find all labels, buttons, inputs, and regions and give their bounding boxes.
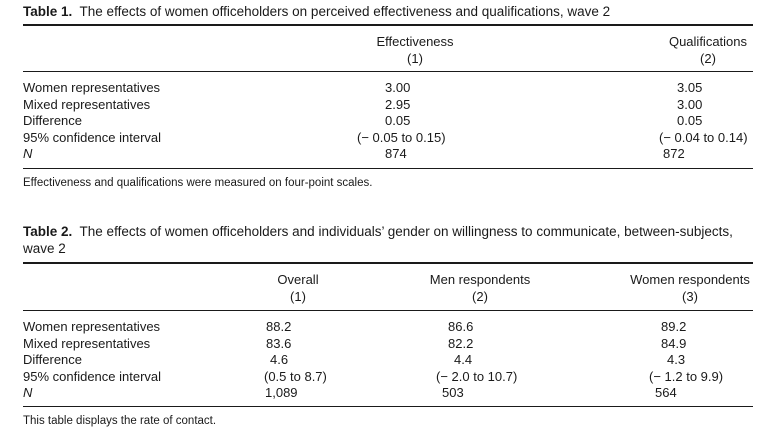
table-cell: 3.00	[385, 80, 411, 95]
table2-col-overall-values: 88.2 83.6 4.6 (0.5 to 8.7) 1,089	[264, 319, 327, 402]
table-cell: 2.95	[385, 96, 411, 112]
table-cell: (− 1.2 to 9.9)	[649, 368, 724, 384]
table-row-label: Difference	[23, 352, 83, 367]
table1-col-qualifications-values: 3.05 3.00 0.05 (− 0.04 to 0.14) 872	[659, 80, 748, 163]
table-row-label: Mixed representatives	[23, 335, 151, 351]
table1-row-labels: Women representatives Mixed representati…	[23, 80, 161, 163]
table-cell: (− 0.05 to 0.15)	[357, 129, 446, 145]
table1-col-num: (1)	[407, 50, 423, 66]
table-cell: 4.4	[454, 352, 473, 367]
table-cell: 503	[442, 385, 464, 400]
table-cell: 0.05	[677, 113, 703, 128]
table-cell: 4.6	[270, 352, 289, 367]
table-row-label: Women representatives	[23, 80, 161, 95]
table1-col-qualifications-header: Qualifications (2)	[648, 34, 768, 67]
table1-col-num: (2)	[700, 50, 716, 66]
table2-top-rule	[23, 262, 753, 264]
table-cell: 83.6	[266, 335, 292, 351]
table1-bottom-rule	[23, 168, 753, 169]
table-row-label: 95% confidence interval	[23, 129, 162, 145]
table-cell: 874	[385, 146, 407, 161]
table2-col-men-header: Men respondents (2)	[410, 272, 550, 305]
table-row-label: N	[23, 146, 33, 161]
table-cell: 4.3	[667, 352, 686, 367]
table2-col-women-values: 89.2 84.9 4.3 (− 1.2 to 9.9) 564	[649, 319, 723, 402]
table2-col-num: (3)	[682, 288, 698, 304]
table-cell: (− 0.04 to 0.14)	[659, 129, 748, 145]
table1-title: The effects of women officeholders on pe…	[79, 4, 611, 19]
table2-caption: Table 2. The effects of women officehold…	[23, 223, 733, 257]
table1-top-rule	[23, 24, 753, 26]
table-cell: 1,089	[265, 385, 298, 400]
table-row-label: N	[23, 385, 33, 400]
table-row-label: 95% confidence interval	[23, 368, 162, 384]
table2-col-num: (1)	[290, 288, 306, 304]
table2-row-labels: Women representatives Mixed representati…	[23, 319, 161, 402]
table2-col-num: (2)	[472, 288, 488, 304]
table2-col-overall-header: Overall (1)	[238, 272, 358, 305]
table-cell: 0.05	[385, 113, 411, 128]
table1-header-rule	[23, 71, 753, 72]
table-cell: 89.2	[661, 319, 687, 334]
table1-note: Effectiveness and qualifications were me…	[23, 177, 373, 189]
table2-label: Table 2.	[23, 224, 73, 239]
table2-header-rule	[23, 310, 753, 311]
table1-col-effectiveness-header: Effectiveness (1)	[355, 34, 475, 67]
table-cell: 3.05	[677, 80, 703, 95]
table2-col-men-values: 86.6 82.2 4.4 (− 2.0 to 10.7) 503	[436, 319, 517, 402]
table-cell: 872	[663, 146, 685, 161]
table-row-label: Women representatives	[23, 319, 161, 334]
table1-caption: Table 1. The effects of women officehold…	[23, 4, 610, 19]
table2-title: The effects of women officeholders and i…	[79, 224, 733, 239]
table2-col-name: Women respondents	[630, 272, 750, 287]
table2-title-cont: wave 2	[23, 241, 66, 256]
table-cell: 564	[655, 385, 677, 400]
table2-note: This table displays the rate of contact.	[23, 415, 217, 427]
table-cell: 3.00	[677, 96, 703, 112]
table1-col-effectiveness-values: 3.00 2.95 0.05 (− 0.05 to 0.15) 874	[357, 80, 446, 163]
table-cell: 84.9	[661, 335, 687, 351]
table-row-label: Mixed representatives	[23, 96, 151, 112]
table-row-label: Difference	[23, 113, 83, 128]
table-cell: (0.5 to 8.7)	[264, 368, 327, 384]
table2-bottom-rule	[23, 406, 753, 407]
table-cell: 88.2	[266, 319, 292, 334]
table1-col-name: Effectiveness	[376, 34, 454, 49]
table2-col-name: Overall	[277, 272, 319, 287]
table1-col-name: Qualifications	[668, 34, 748, 49]
table-cell: 86.6	[448, 319, 474, 334]
table-cell: 82.2	[448, 335, 474, 351]
table2-col-name: Men respondents	[429, 272, 531, 287]
table1-label: Table 1.	[23, 4, 73, 19]
table2-col-women-header: Women respondents (3)	[615, 272, 765, 305]
table-cell: (− 2.0 to 10.7)	[436, 368, 518, 384]
